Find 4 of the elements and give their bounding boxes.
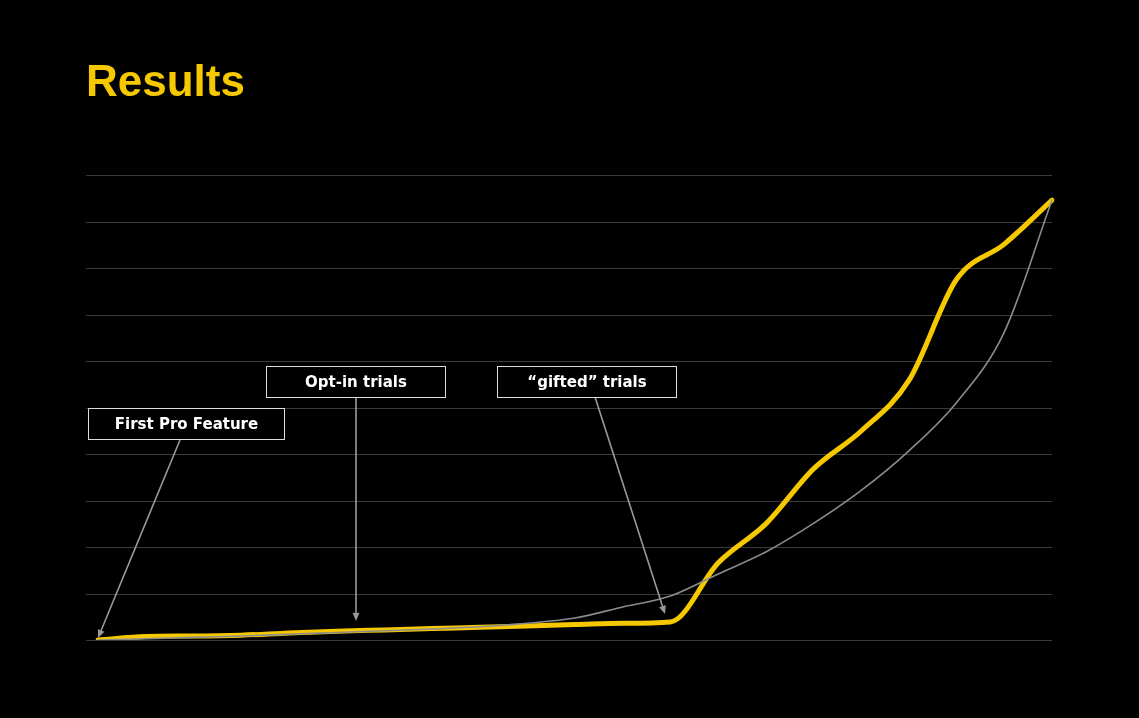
note-frame: Opt-in trials (266, 366, 446, 398)
note-frame: “gifted” trials (497, 366, 677, 398)
note-frame: First Pro Feature (88, 408, 285, 440)
chart-title: Results (86, 56, 245, 106)
